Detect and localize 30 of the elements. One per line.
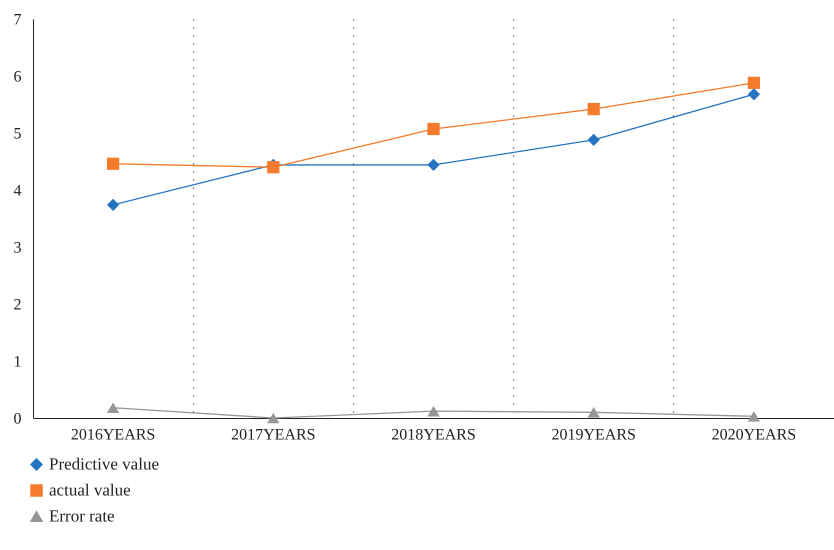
y-tick-label: 0	[14, 410, 22, 428]
legend-label: Error rate	[49, 506, 115, 526]
point	[427, 158, 440, 172]
legend-label: Predictive value	[49, 454, 159, 474]
y-tick-label: 6	[14, 68, 22, 86]
point	[748, 76, 760, 89]
point	[427, 406, 440, 416]
point	[106, 158, 120, 170]
point	[267, 161, 280, 174]
point	[588, 134, 600, 146]
point	[748, 88, 760, 100]
x-tick-label: 2016YEARS	[70, 426, 156, 444]
point	[588, 406, 600, 418]
y-tick-label: 3	[14, 240, 22, 256]
y-tick-label: 7	[14, 12, 22, 28]
point	[588, 102, 600, 116]
x-tick-label: 2017YEARS	[231, 426, 316, 444]
point	[106, 198, 120, 211]
point	[748, 410, 760, 422]
y-tick-label: 1	[14, 354, 22, 370]
legend-label: actual value	[49, 480, 131, 500]
point	[267, 412, 280, 424]
point	[427, 122, 440, 136]
y-tick-label: 2	[14, 296, 22, 314]
point	[106, 402, 120, 414]
y-tick-label: 4	[14, 182, 22, 200]
x-tick-label: 2020YEARS	[712, 426, 796, 444]
x-tick-label: 2018YEARS	[391, 426, 476, 444]
y-tick-label: 5	[14, 126, 22, 142]
x-tick-label: 2019YEARS	[551, 426, 636, 444]
